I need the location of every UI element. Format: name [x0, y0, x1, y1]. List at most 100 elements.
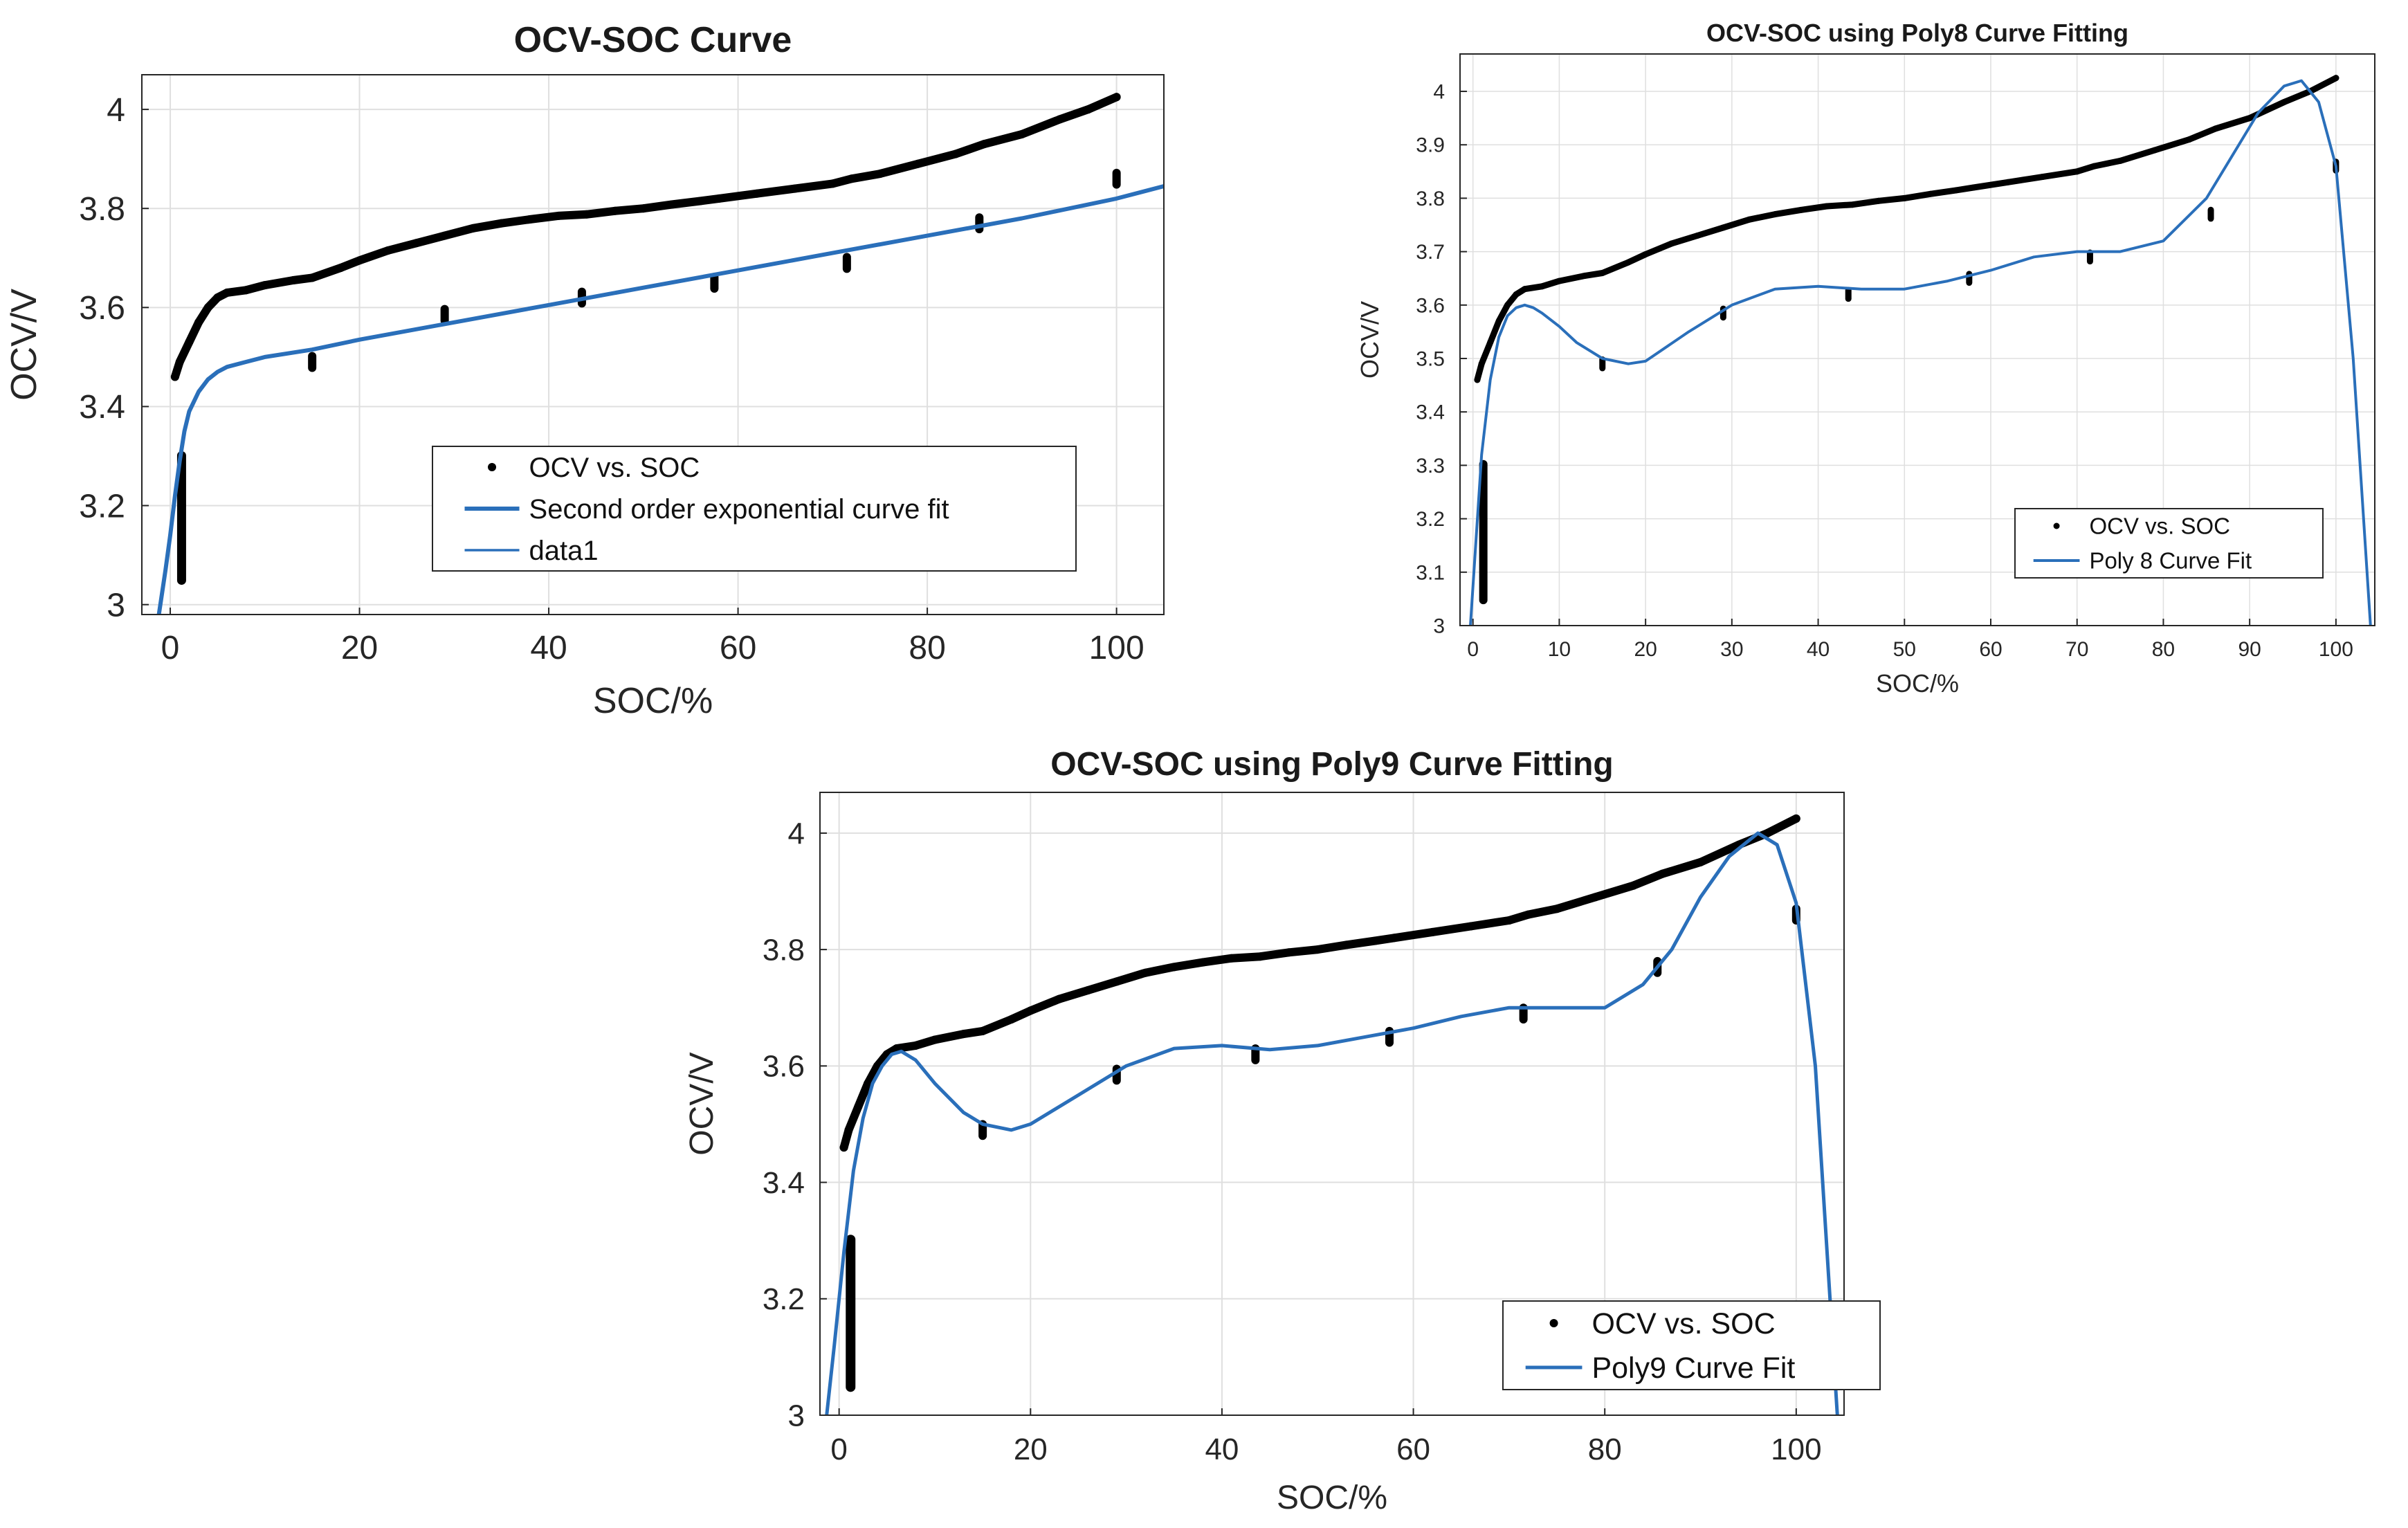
x-tick-label: 100 [1089, 630, 1144, 666]
data-point [1007, 1015, 1016, 1024]
data-point [440, 304, 449, 325]
data-point [308, 352, 317, 372]
data-point [1112, 168, 1121, 189]
chart-svg: 0 20 40 60 80 100 3 3.2 3.4 3.6 3.8 4 OCV-SOC using … [684, 746, 1881, 1516]
data-point [1256, 952, 1265, 961]
y-tick-label: 3.3 [1416, 455, 1445, 478]
y-axis-label: OCV/V [684, 1052, 720, 1155]
data-point [752, 189, 761, 198]
legend-entry: OCV vs. SOC [2089, 513, 2230, 539]
data-point [223, 288, 232, 297]
y-tick-label: 3 [788, 1399, 805, 1432]
x-tick-label: 0 [830, 1432, 847, 1466]
y-tick-label: 3.9 [1416, 134, 1445, 157]
data-point [175, 358, 184, 367]
data-layer [1469, 75, 2372, 626]
x-tick-label: 20 [1634, 638, 1657, 661]
data-point [2074, 168, 2081, 175]
data-point [2005, 179, 2012, 185]
data-point [260, 281, 269, 290]
y-axis-label: OCV/V [4, 289, 44, 401]
data-point [1556, 278, 1562, 284]
axes-box [141, 74, 1165, 615]
data-point [2333, 75, 2339, 82]
data-point [203, 303, 212, 312]
y-tick-label: 4 [1433, 81, 1445, 104]
y-tick-label: 4 [107, 92, 125, 129]
data-point [1112, 977, 1121, 986]
data-point [1513, 291, 1520, 298]
legend: OCV vs. SOC Poly 8 Curve Fit [2014, 508, 2324, 579]
y-tick-label: 3 [1433, 615, 1445, 638]
data-point [1112, 93, 1121, 102]
data-point [864, 1079, 873, 1088]
x-tick-label: 40 [530, 630, 567, 666]
data-point [1763, 828, 1772, 837]
data-point [1582, 272, 1589, 279]
x-tick-label: 60 [1396, 1432, 1430, 1466]
x-axis-label: SOC/% [1876, 669, 1959, 698]
data-point [525, 215, 534, 224]
data-point [1553, 904, 1562, 913]
data-point [2246, 115, 2253, 122]
legend-entry: Poly 8 Curve Fit [2089, 548, 2252, 574]
data-point [1141, 968, 1150, 977]
data-point [440, 231, 449, 240]
x-tick-label: 50 [1893, 638, 1916, 661]
data-point [978, 1026, 987, 1035]
data-point [497, 219, 506, 228]
data-point [1901, 194, 1908, 201]
data-point [2186, 136, 2193, 143]
x-tick-label: 100 [1771, 1432, 1821, 1466]
data-point [710, 273, 719, 293]
data-point [1084, 985, 1093, 994]
data-point [1849, 201, 1856, 208]
x-tick-label: 40 [1205, 1432, 1239, 1466]
y-tick-label: 3.2 [1416, 508, 1445, 531]
legend-box [432, 446, 1077, 572]
data-point [1385, 1026, 1394, 1047]
data-point [1169, 963, 1178, 972]
data-point [1823, 203, 1830, 210]
data-point [2117, 157, 2124, 164]
data-point [1495, 318, 1502, 325]
data-point [1389, 934, 1398, 943]
y-tick-label: 3 [107, 587, 125, 624]
data-point [1522, 286, 1529, 293]
data-point [980, 140, 989, 149]
chart-title: OCV-SOC using Poly9 Curve Fitting [1050, 746, 1613, 783]
data-point [1694, 232, 1701, 239]
data-point [1487, 339, 1494, 346]
legend-entry: OCV vs. SOC [1591, 1307, 1775, 1340]
data-point [842, 253, 851, 273]
data-point-cluster [1479, 460, 1488, 605]
data-point [2039, 174, 2046, 181]
data-point [839, 1143, 848, 1152]
chart-title: OCV-SOC using Poly8 Curve Fitting [1706, 19, 2128, 47]
data-point [194, 318, 203, 327]
data-point [911, 1041, 920, 1050]
data-point [1668, 240, 1675, 247]
data-point [1658, 869, 1667, 878]
data-point [1771, 211, 1778, 218]
data-point [412, 239, 421, 248]
chart-ocv-soc-curve: 0 20 40 60 80 100 3 3.2 3.4 3.6 3.8 4 OCV-SOC Curve S… [0, 0, 1204, 734]
y-tick-label: 3.4 [79, 389, 125, 426]
data-point [383, 246, 392, 255]
data-point [1017, 129, 1026, 138]
y-tick-label: 3.6 [79, 290, 125, 327]
x-axis-label: SOC/% [593, 681, 713, 721]
y-tick-label: 3.1 [1416, 561, 1445, 584]
data-point [1970, 184, 1977, 191]
x-tick-label: 10 [1548, 638, 1571, 661]
y-tick-label: 3.8 [1416, 188, 1445, 210]
data-point [1696, 857, 1705, 866]
legend: OCV vs. SOC Second order exponential curv… [432, 446, 1077, 572]
x-tick-label: 40 [1807, 638, 1830, 661]
data-point [1504, 916, 1513, 925]
y-tick-label: 4 [788, 817, 805, 851]
y-tick-label: 3.2 [79, 488, 125, 525]
data-point [2207, 206, 2214, 222]
data-point-cluster [176, 451, 186, 585]
fit-curve-line [825, 831, 1839, 1415]
